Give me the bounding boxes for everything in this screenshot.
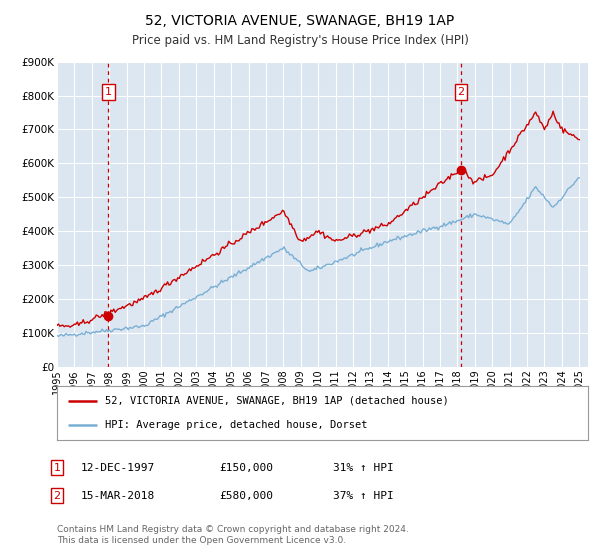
Text: 52, VICTORIA AVENUE, SWANAGE, BH19 1AP: 52, VICTORIA AVENUE, SWANAGE, BH19 1AP xyxy=(145,14,455,28)
Text: 2: 2 xyxy=(53,491,61,501)
Text: 1: 1 xyxy=(53,463,61,473)
Text: Contains HM Land Registry data © Crown copyright and database right 2024.
This d: Contains HM Land Registry data © Crown c… xyxy=(57,525,409,545)
Text: 52, VICTORIA AVENUE, SWANAGE, BH19 1AP (detached house): 52, VICTORIA AVENUE, SWANAGE, BH19 1AP (… xyxy=(105,396,449,406)
Text: 2: 2 xyxy=(458,87,464,97)
Text: £580,000: £580,000 xyxy=(219,491,273,501)
Text: HPI: Average price, detached house, Dorset: HPI: Average price, detached house, Dors… xyxy=(105,420,367,430)
Text: 31% ↑ HPI: 31% ↑ HPI xyxy=(333,463,394,473)
Text: 15-MAR-2018: 15-MAR-2018 xyxy=(81,491,155,501)
Text: Price paid vs. HM Land Registry's House Price Index (HPI): Price paid vs. HM Land Registry's House … xyxy=(131,34,469,46)
Text: 12-DEC-1997: 12-DEC-1997 xyxy=(81,463,155,473)
Text: £150,000: £150,000 xyxy=(219,463,273,473)
Text: 1: 1 xyxy=(105,87,112,97)
Text: 37% ↑ HPI: 37% ↑ HPI xyxy=(333,491,394,501)
